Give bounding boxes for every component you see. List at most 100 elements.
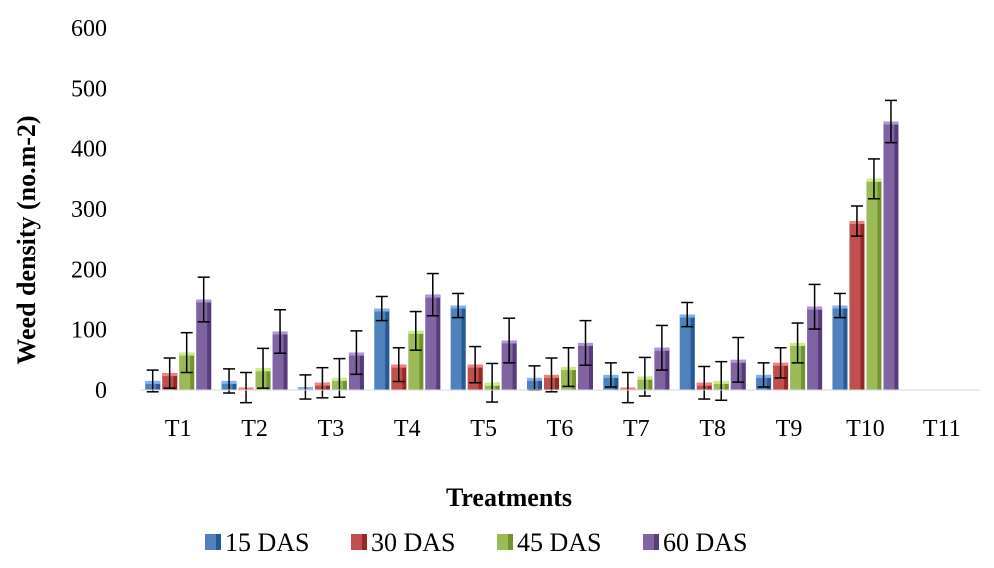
bar-shade (461, 305, 466, 390)
bar-shade (325, 382, 330, 390)
error-bar (562, 347, 575, 388)
error-bar (791, 322, 804, 364)
bar-shade (478, 364, 483, 390)
bars (145, 121, 899, 391)
x-tick-label: T2 (241, 416, 268, 442)
error-bar (850, 205, 863, 237)
legend-label: 15 DAS (225, 528, 310, 557)
error-bar (350, 330, 363, 376)
bar-shade (359, 352, 364, 390)
bar-shade (877, 178, 882, 390)
error-bar (732, 336, 745, 383)
x-tick-label: T6 (547, 416, 574, 442)
x-tick-label: T5 (470, 416, 497, 442)
error-bar (333, 357, 346, 398)
error-bar (223, 368, 236, 394)
x-tick-label: T11 (923, 416, 961, 442)
bar-shade (690, 314, 695, 390)
error-bar (503, 317, 516, 364)
bar-shade (283, 331, 288, 390)
bar-shade (767, 374, 772, 390)
legend-label: 60 DAS (663, 528, 748, 557)
bar-shade (572, 367, 576, 390)
error-bar (299, 374, 312, 400)
bar-shade (614, 374, 619, 390)
bar-shade (648, 376, 653, 390)
error-bar (884, 99, 897, 144)
bar-shade (724, 380, 729, 390)
y-tick-label: 100 (71, 318, 107, 344)
error-bar (240, 371, 253, 404)
bar-shade (190, 352, 195, 390)
legend-item: 15 DAS (205, 528, 310, 557)
y-tick-label: 600 (71, 16, 107, 42)
x-tick-label: T9 (776, 416, 803, 442)
error-bar (486, 362, 499, 403)
x-tick-label: T10 (846, 416, 885, 442)
error-bar (409, 310, 422, 351)
bar-shade (495, 382, 500, 390)
error-bar (681, 301, 694, 328)
bar-shade (266, 368, 271, 390)
bar-shade (784, 362, 789, 390)
error-bar (146, 369, 159, 393)
error-bar (621, 371, 634, 404)
bar-shade (843, 305, 848, 390)
error-bar (715, 360, 728, 402)
x-axis-title: Treatments (446, 483, 572, 512)
legend-label: 45 DAS (517, 528, 602, 557)
bar-shade (156, 380, 161, 390)
error-bar (698, 365, 711, 400)
bar-shade (385, 308, 390, 390)
error-bar (180, 331, 193, 374)
bar-shade (512, 340, 517, 390)
x-tick-label: T7 (623, 416, 650, 442)
bar-shade (741, 359, 746, 390)
legend-item: 30 DAS (351, 528, 456, 557)
error-bar (163, 357, 176, 389)
error-bar (579, 319, 592, 367)
y-tick-label: 300 (71, 197, 107, 223)
error-bar (545, 357, 558, 393)
error-bar (469, 345, 482, 384)
error-bar (426, 272, 439, 317)
bar-shade (707, 382, 712, 390)
error-bar (197, 276, 210, 323)
bar-shade (232, 380, 237, 390)
bar-shade (207, 299, 212, 390)
y-tick-label: 0 (95, 378, 107, 404)
x-tick-label: T4 (394, 416, 421, 442)
error-bar (757, 362, 770, 388)
error-bar (604, 362, 617, 388)
error-bar (316, 366, 329, 399)
legend-label: 30 DAS (371, 528, 456, 557)
bar-shade (589, 342, 593, 390)
bar-shade (173, 373, 178, 390)
error-bar (774, 347, 787, 379)
bar-shade (665, 347, 670, 390)
x-axis-ticks: T1 T2 T3 T4 T5 T6 T7 T8 T9 T10 T11 (165, 416, 961, 442)
y-tick-label: 200 (71, 257, 107, 283)
error-bar (808, 283, 821, 330)
error-bar (392, 347, 405, 383)
bar-shade (818, 306, 823, 390)
error-bar (867, 158, 880, 200)
error-bar (274, 309, 287, 354)
x-tick-label: T3 (318, 416, 345, 442)
bar-shade (342, 377, 347, 390)
error-bar (257, 347, 270, 389)
error-bar (452, 292, 465, 319)
legend-item: 60 DAS (643, 528, 748, 557)
x-tick-label: T8 (699, 416, 726, 442)
error-bars (146, 99, 897, 404)
bar-shade (436, 294, 441, 390)
bar-shade (801, 342, 806, 390)
bar-shade (555, 374, 559, 390)
bar-shade (402, 364, 407, 390)
legend-item: 45 DAS (497, 528, 602, 557)
y-axis-title: Weed density (no.m-2) (12, 115, 41, 364)
bar-shade (860, 221, 865, 390)
y-tick-label: 400 (71, 137, 107, 163)
error-bar (833, 292, 846, 319)
